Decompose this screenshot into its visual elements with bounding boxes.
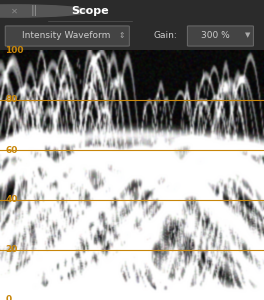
Text: ✕: ✕: [11, 7, 18, 16]
Text: 60: 60: [5, 146, 18, 154]
Text: Intensity Waveform: Intensity Waveform: [22, 31, 110, 40]
Text: Gain:: Gain:: [153, 31, 177, 40]
Circle shape: [0, 5, 88, 17]
Text: ||: ||: [31, 5, 38, 16]
FancyBboxPatch shape: [5, 26, 129, 46]
FancyBboxPatch shape: [187, 26, 253, 46]
Text: 100: 100: [5, 46, 24, 55]
Text: ⇕: ⇕: [118, 31, 125, 40]
Text: 0: 0: [5, 296, 11, 300]
Text: 20: 20: [5, 245, 18, 254]
Text: Scope: Scope: [71, 6, 109, 16]
Text: ▼: ▼: [246, 32, 251, 38]
Text: 300 %: 300 %: [201, 31, 229, 40]
Text: 80: 80: [5, 95, 18, 104]
Text: 40: 40: [5, 196, 18, 205]
